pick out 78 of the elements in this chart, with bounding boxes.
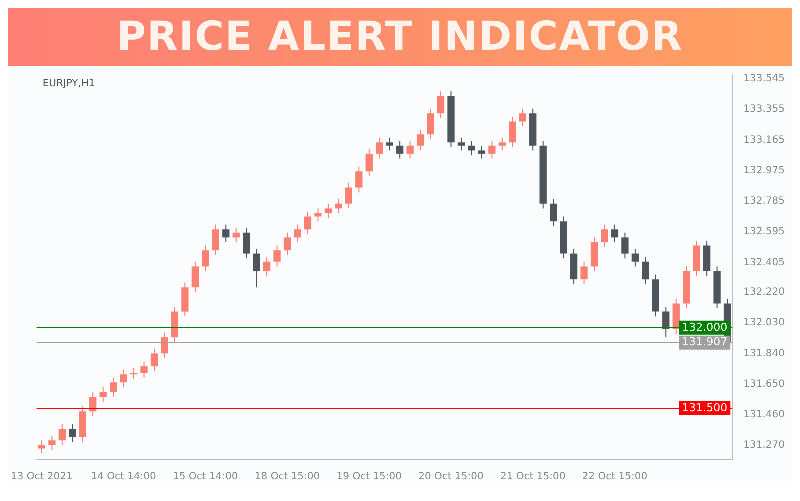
candlestick: [468, 140, 476, 156]
candlestick: [366, 148, 373, 177]
candlestick: [335, 198, 342, 214]
candlestick: [498, 137, 506, 152]
candlestick: [304, 211, 312, 235]
candlestick: [38, 440, 46, 454]
candlestick: [110, 377, 118, 398]
candlestick: [324, 203, 332, 219]
candlestick: [263, 256, 271, 277]
candlestick: [356, 166, 363, 194]
y-tick-label: 131.840: [744, 348, 786, 360]
candlestick: [274, 245, 281, 268]
y-tick-label: 132.975: [744, 165, 786, 176]
y-tick-label: 133.545: [744, 74, 786, 85]
y-tick-label: 131.460: [744, 409, 786, 420]
x-tick-label: 13 Oct 2021: [11, 472, 73, 483]
x-tick-label: 21 Oct 15:00: [500, 472, 566, 483]
candlestick: [150, 348, 158, 372]
y-tick-label: 132.595: [744, 226, 786, 238]
candlestick: [611, 224, 619, 244]
candlestick: [601, 224, 608, 248]
candlestick: [662, 306, 670, 338]
candlestick: [345, 182, 353, 210]
candlestick: [519, 108, 526, 128]
candlestick: [130, 368, 138, 380]
y-tick-label: 132.220: [744, 287, 786, 298]
candlestick: [376, 137, 384, 160]
candlestick: [284, 232, 292, 256]
candlestick: [243, 228, 250, 260]
candlestick: [386, 137, 394, 152]
x-tick-label: 22 Oct 15:00: [582, 472, 648, 483]
candlestick: [437, 90, 445, 119]
candlestick: [212, 224, 220, 256]
y-tick-label: 131.270: [744, 440, 786, 452]
candlestick: [222, 224, 230, 244]
candlestick: [642, 256, 650, 285]
candlestick: [396, 140, 404, 160]
candlestick: [48, 435, 56, 451]
candlestick: [192, 261, 200, 293]
candlestick: [488, 140, 496, 160]
annotation: EURJPY,H1: [42, 78, 96, 90]
x-tick-label: 18 Oct 15:00: [254, 472, 320, 483]
candlestick: [314, 208, 322, 222]
candlestick: [458, 137, 466, 152]
candlestick: [120, 369, 128, 388]
candlestick: [58, 424, 66, 446]
candlestick: [509, 116, 516, 148]
y-tick-label: 133.165: [744, 134, 786, 146]
candlestick: [140, 361, 148, 378]
x-tick-label: 15 Oct 14:00: [173, 472, 238, 483]
candlestick: [478, 145, 486, 160]
candlestick: [427, 108, 434, 140]
candlestick: [416, 129, 424, 152]
y-tick-label: 132.030: [744, 318, 786, 329]
candlestick: [294, 224, 302, 244]
ref-line-label: 132.000: [682, 320, 728, 334]
x-tick-label: 14 Oct 14:00: [91, 472, 156, 483]
candlestick: [161, 332, 168, 360]
y-tick-label: 131.650: [744, 378, 786, 390]
candlestick: [90, 392, 97, 418]
candlestick: [253, 248, 260, 288]
candlestick: [202, 245, 210, 272]
ref-line-label: 131.500: [682, 401, 728, 414]
candlestick: [580, 261, 588, 285]
y-tick-label: 132.405: [744, 257, 786, 268]
candlestick: [550, 198, 558, 227]
candlestick: [100, 387, 107, 403]
candlestick: [232, 228, 240, 244]
candlestick: [69, 424, 76, 443]
x-tick-label: 20 Oct 15:00: [418, 472, 484, 483]
y-tick-label: 133.355: [744, 104, 786, 116]
candlestick: [406, 140, 414, 160]
ref-line-label: 131.907: [682, 336, 728, 349]
chart-title: PRICE ALERT INDICATOR: [8, 8, 792, 66]
x-tick-label: 19 Oct 15:00: [336, 472, 402, 483]
candlestick: [622, 232, 629, 260]
candlestick: [632, 248, 640, 268]
y-tick-label: 132.785: [744, 196, 786, 208]
